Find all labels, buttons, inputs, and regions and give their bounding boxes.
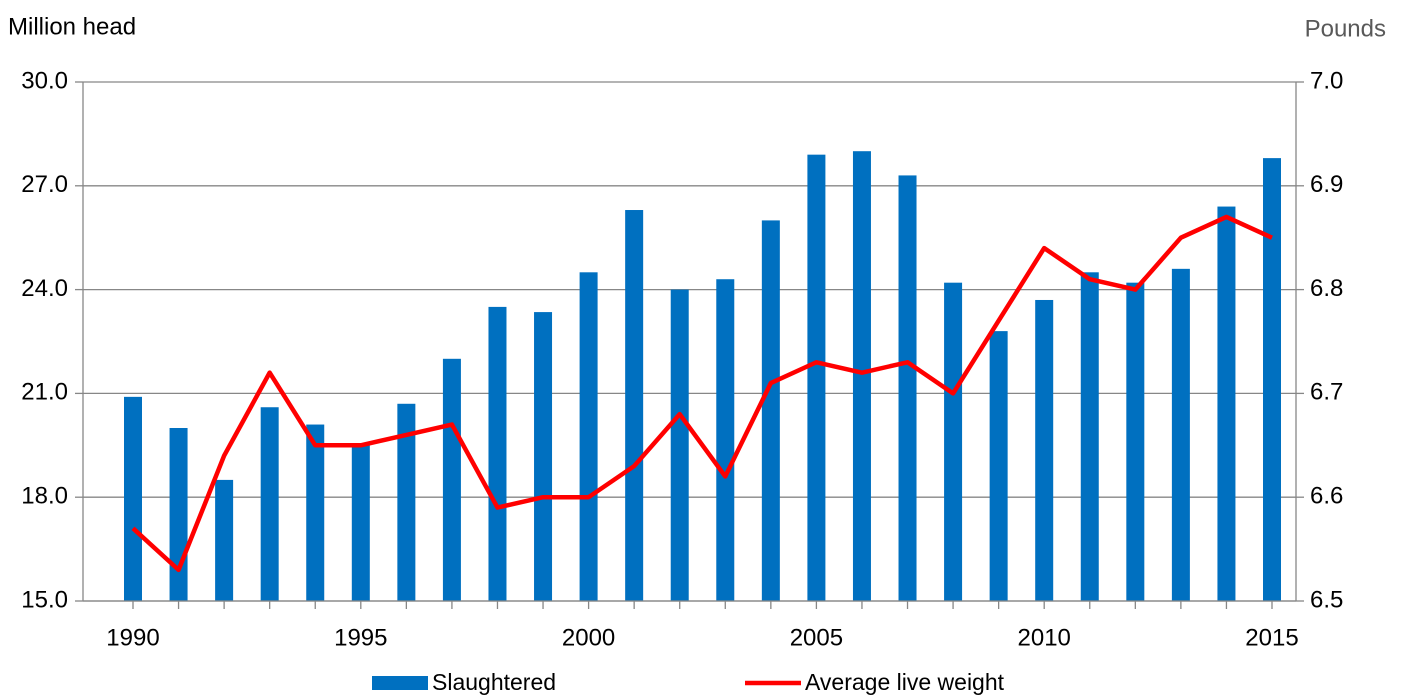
bar bbox=[351, 445, 370, 601]
y-tick-label: 18.0 bbox=[21, 483, 68, 510]
y-axis-label: Million head bbox=[8, 13, 136, 40]
bar bbox=[579, 272, 598, 601]
y2-tick-label: 6.7 bbox=[1310, 379, 1343, 406]
x-tick-label: 2005 bbox=[790, 624, 843, 651]
bar bbox=[306, 424, 325, 601]
bar bbox=[1080, 272, 1099, 601]
y2-tick-label: 6.5 bbox=[1310, 586, 1343, 613]
bar bbox=[761, 220, 780, 601]
bar bbox=[807, 154, 826, 601]
bar bbox=[944, 282, 963, 601]
x-tick-label: 2015 bbox=[1245, 624, 1298, 651]
y-tick-label: 27.0 bbox=[21, 171, 68, 198]
legend-label: Slaughtered bbox=[432, 669, 556, 695]
y2-tick-label: 7.0 bbox=[1310, 67, 1343, 94]
y2-axis-label: Pounds bbox=[1305, 15, 1386, 42]
y-tick-label: 24.0 bbox=[21, 275, 68, 302]
x-tick-label: 1990 bbox=[106, 624, 159, 651]
bar bbox=[534, 312, 553, 601]
bar bbox=[1035, 299, 1054, 601]
bar bbox=[670, 289, 689, 601]
bar bbox=[1217, 206, 1236, 601]
bar bbox=[397, 403, 416, 601]
bar bbox=[989, 331, 1008, 601]
bar bbox=[625, 210, 644, 601]
bar bbox=[215, 479, 234, 601]
x-tick-label: 2000 bbox=[562, 624, 615, 651]
y2-tick-label: 6.6 bbox=[1310, 483, 1343, 510]
line bbox=[131, 214, 1273, 573]
legend-swatch bbox=[372, 676, 428, 690]
bar bbox=[1171, 268, 1190, 601]
y2-tick-label: 6.8 bbox=[1310, 275, 1343, 302]
bar bbox=[898, 175, 917, 602]
y-tick-label: 30.0 bbox=[21, 67, 68, 94]
bar bbox=[852, 151, 871, 601]
y-tick-label: 15.0 bbox=[21, 586, 68, 613]
y-tick-label: 21.0 bbox=[21, 379, 68, 406]
bar bbox=[716, 279, 735, 601]
bar bbox=[124, 396, 142, 601]
bar bbox=[488, 306, 507, 601]
x-tick-label: 1995 bbox=[334, 624, 387, 651]
bar bbox=[260, 407, 279, 601]
bar bbox=[1126, 282, 1145, 601]
bar bbox=[1263, 158, 1281, 601]
bar bbox=[169, 428, 188, 601]
legend-label: Average live weight bbox=[805, 669, 1005, 695]
x-tick-label: 2010 bbox=[1018, 624, 1071, 651]
y2-tick-label: 6.9 bbox=[1310, 171, 1343, 198]
bar bbox=[442, 358, 461, 601]
